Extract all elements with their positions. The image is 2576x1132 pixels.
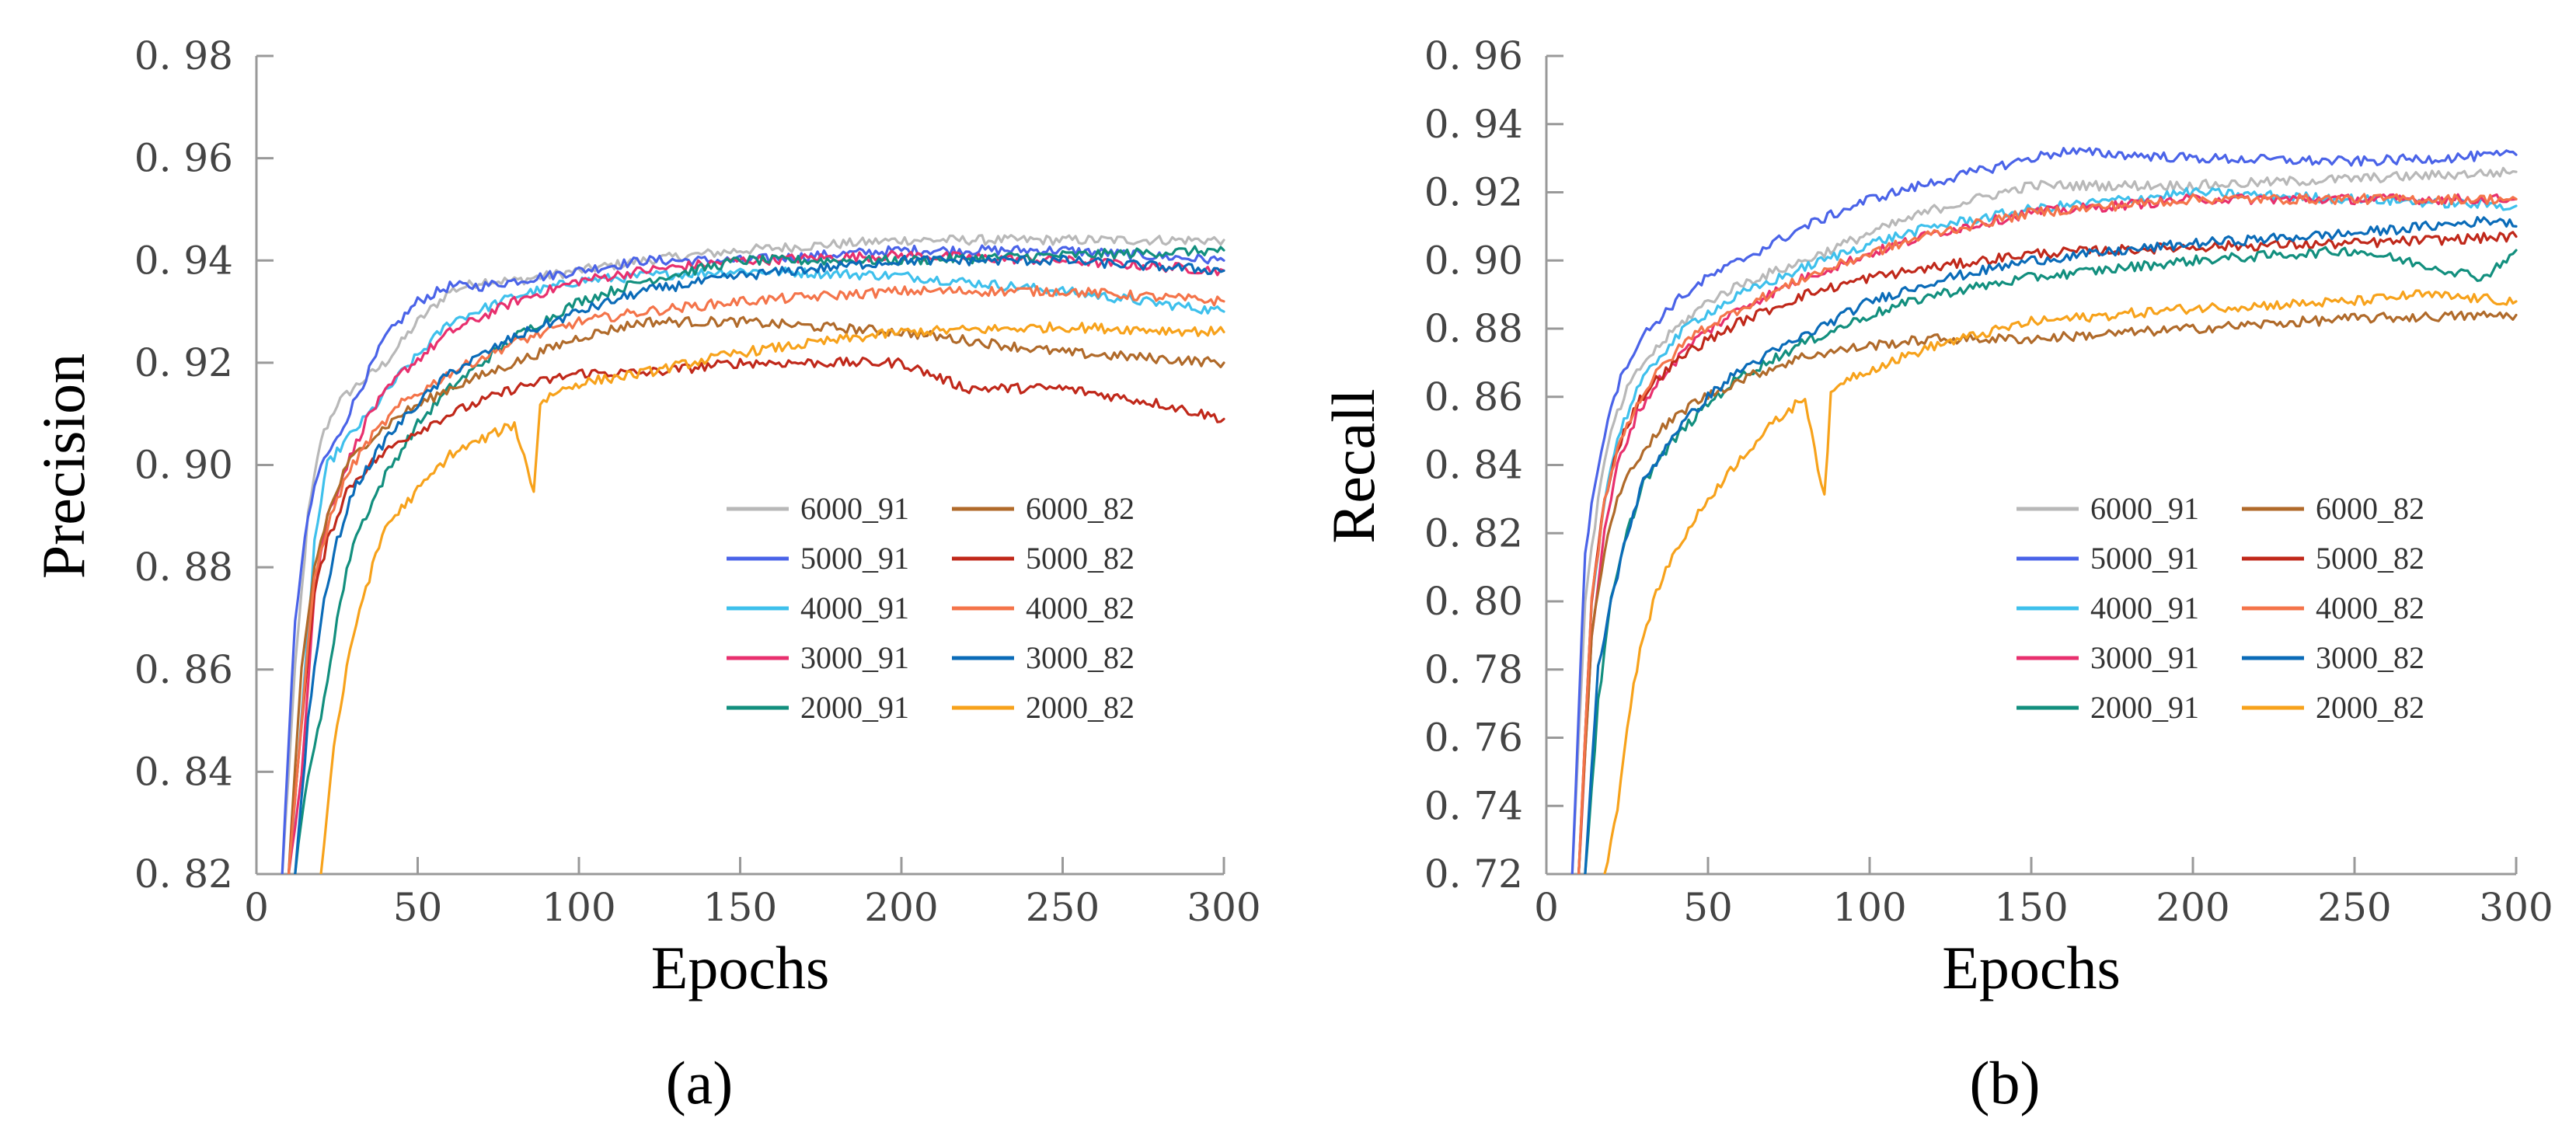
legend-label-4000_82: 4000_82 [2316,590,2424,625]
legend-label-5000_91: 5000_91 [800,541,909,576]
x-tick-label: 250 [2317,885,2391,930]
panel-label: (b) [1970,1049,2041,1116]
series-line-4000_91 [287,266,1225,874]
legend-label-5000_91: 5000_91 [2090,541,2199,576]
legend-label-6000_82: 6000_82 [1026,491,1135,526]
x-axis-title: Epochs [651,934,830,1001]
x-tick-label: 200 [2156,885,2229,930]
legend-label-6000_82: 6000_82 [2316,491,2424,526]
legend-label-2000_91: 2000_91 [2090,690,2199,725]
series-line-4000_82 [287,285,1225,874]
legend-label-5000_82: 5000_82 [1026,541,1135,576]
y-tick-label: 0. 86 [134,647,233,692]
series-line-5000_82 [287,357,1225,874]
y-tick-label: 0. 86 [1424,374,1523,420]
series-line-6000_91 [281,234,1225,874]
series-lines [281,234,1225,874]
x-tick-label: 250 [1026,885,1100,930]
y-tick-label: 0. 84 [1424,443,1523,488]
x-tick-label: 150 [1994,885,2068,930]
x-tick-label: 50 [1683,885,1733,930]
x-tick-label: 0 [1534,885,1559,930]
x-tick-label: 300 [2479,885,2553,930]
series-line-6000_82 [287,315,1225,874]
series-line-2000_91 [294,245,1225,874]
legend-label-2000_91: 2000_91 [800,690,909,725]
legend-label-6000_91: 6000_91 [800,491,909,526]
series-line-5000_91 [1570,147,2518,874]
x-axis-title: Epochs [1942,934,2121,1001]
y-tick-label: 0. 92 [1424,170,1523,215]
y-axis-title: Recall [1319,388,1387,543]
x-tick-label: 200 [864,885,938,930]
y-tick-label: 0. 88 [134,545,233,590]
series-line-5000_82 [1577,231,2518,874]
series-line-3000_91 [287,249,1225,874]
series-lines [1570,147,2518,874]
y-tick-label: 0. 74 [1424,783,1523,828]
chart-panel-a: 0. 82 0. 84 0. 86 0. 88 0. 90 0. 92 0. 94 0. 96… [30,33,1261,1116]
y-tick-label: 0. 96 [1424,33,1523,78]
legend-label-2000_82: 2000_82 [2316,690,2424,725]
legend-label-5000_82: 5000_82 [2316,541,2424,576]
y-tick-label: 0. 98 [134,33,233,78]
y-tick-label: 0. 94 [1424,102,1523,147]
legend-label-3000_82: 3000_82 [1026,640,1135,675]
legend-label-4000_91: 4000_91 [800,590,909,625]
y-tick-label: 0. 90 [134,443,233,488]
y-axis-title: Precision [30,354,97,579]
legend-label-3000_91: 3000_91 [2090,640,2199,675]
y-tick-label: 0. 82 [134,852,233,897]
y-tick-label: 0. 78 [1424,647,1523,692]
legend-label-3000_91: 3000_91 [800,640,909,675]
series-line-2000_91 [1584,246,2518,874]
y-tick-label: 0. 72 [1424,852,1523,897]
x-tick-label: 150 [703,885,777,930]
y-tick-label: 0. 84 [134,749,233,794]
x-tick-label: 300 [1187,885,1260,930]
y-tick-label: 0. 80 [1424,579,1523,624]
series-line-2000_82 [1603,289,2518,874]
legend-label-2000_82: 2000_82 [1026,690,1135,725]
y-tick-label: 0. 92 [134,340,233,385]
series-line-2000_82 [319,321,1225,874]
y-tick-label: 0. 94 [134,238,233,283]
y-tick-label: 0. 90 [1424,238,1523,283]
x-tick-label: 100 [1832,885,1906,930]
series-line-3000_82 [1584,216,2518,874]
y-tick-label: 0. 88 [1424,306,1523,351]
series-line-4000_82 [1577,193,2518,874]
y-tick-label: 0. 76 [1424,716,1523,761]
series-line-4000_91 [1577,186,2518,874]
legend-label-4000_91: 4000_91 [2090,590,2199,625]
x-tick-label: 0 [244,885,269,930]
legend: 6000_91 6000_82 5000_91 5000_82 4000_91 4000_… [727,491,1135,725]
x-tick-label: 50 [393,885,443,930]
x-tick-label: 100 [542,885,615,930]
chart-panel-b: 0. 72 0. 74 0. 76 0. 78 0. 80 0. 82 0. 84 0. 86… [1319,33,2553,1116]
series-line-6000_82 [1577,310,2518,874]
legend-label-6000_91: 6000_91 [2090,491,2199,526]
legend-label-4000_82: 4000_82 [1026,590,1135,625]
y-tick-label: 0. 96 [134,136,233,181]
panel-label: (a) [666,1049,734,1116]
y-tick-label: 0. 82 [1424,510,1523,556]
series-line-3000_82 [294,254,1225,874]
legend-label-3000_82: 3000_82 [2316,640,2424,675]
series-line-6000_91 [1570,166,2518,874]
legend: 6000_91 6000_82 5000_91 5000_82 4000_91 4000_… [2017,491,2424,725]
